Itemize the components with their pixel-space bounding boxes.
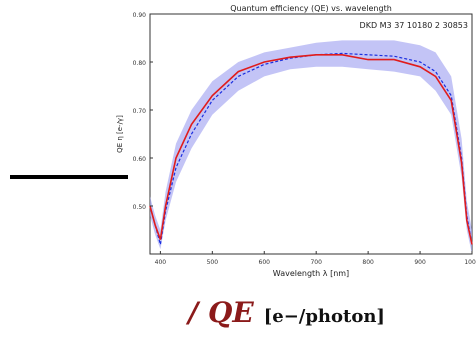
y-tick-label-2: 0.70 bbox=[133, 108, 147, 115]
x-axis-label: Wavelength λ [nm] bbox=[273, 269, 349, 278]
x-tick-label-0: 400 bbox=[155, 259, 167, 266]
y-tick-label-3: 0.60 bbox=[133, 156, 147, 163]
black-bar bbox=[10, 175, 128, 179]
x-tick-label-4: 800 bbox=[362, 259, 374, 266]
y-axis-label: QE η [e-/γ] bbox=[116, 115, 124, 153]
y-tick-label-1: 0.80 bbox=[133, 60, 147, 67]
y-tick-label-4: 0.50 bbox=[133, 204, 147, 211]
qe-caption: / QE [e−/photon] bbox=[188, 296, 385, 329]
series-line-blue bbox=[149, 52, 473, 245]
x-tick-label-1: 500 bbox=[207, 259, 219, 266]
x-tick-label-2: 600 bbox=[259, 259, 271, 266]
qe-unit: [e−/photon] bbox=[263, 306, 385, 327]
x-tick-label-6: 1000 bbox=[464, 259, 476, 266]
y-tick-label-0: 0.90 bbox=[133, 12, 147, 19]
series-line-red bbox=[149, 53, 473, 245]
chart-title: Quantum efficiency (QE) vs. wavelength bbox=[230, 4, 392, 13]
x-tick-label-3: 700 bbox=[310, 259, 322, 266]
uncertainty-band bbox=[150, 40, 472, 255]
x-tick-label-5: 900 bbox=[414, 259, 426, 266]
qe-symbol: / QE bbox=[188, 296, 254, 329]
legend-label: DKD M3 37 10180 2 30853 bbox=[360, 21, 468, 30]
plot-frame bbox=[149, 13, 473, 255]
